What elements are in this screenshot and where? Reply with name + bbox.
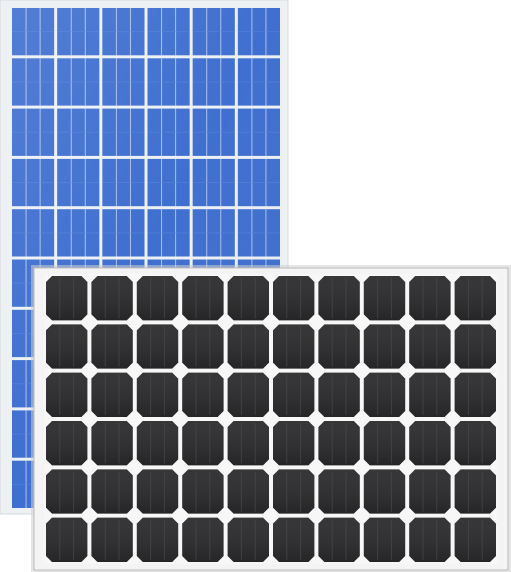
cell-sheen	[454, 324, 496, 369]
cell-sheen	[318, 421, 360, 466]
cell-sheen	[182, 372, 224, 417]
cell-sheen	[91, 324, 133, 369]
cell-sheen	[46, 372, 88, 417]
cell-sheen	[46, 469, 88, 514]
cell-sheen	[136, 517, 179, 562]
cell-sheen	[182, 517, 224, 562]
cell-sheen	[454, 276, 496, 321]
cell-sheen	[454, 469, 496, 514]
cell-sheen	[46, 421, 88, 466]
cell-sheen	[409, 517, 451, 562]
cell-sheen	[91, 372, 133, 417]
cell-sheen	[273, 469, 315, 514]
cell-grid	[46, 276, 496, 562]
cell-sheen	[182, 421, 224, 466]
cell-sheen	[136, 469, 179, 514]
cell-sheen	[273, 324, 315, 369]
cell-sheen	[46, 517, 88, 562]
panel-backsheet	[44, 274, 498, 564]
cell-sheen	[318, 276, 360, 321]
cell-sheen	[363, 421, 406, 466]
cell-sheen	[363, 469, 406, 514]
cell-sheen	[273, 372, 315, 417]
cell-sheen	[46, 276, 88, 321]
cell-sheen	[227, 276, 269, 321]
cell-sheen	[318, 372, 360, 417]
cell-sheen	[227, 517, 269, 562]
cell-sheen	[363, 276, 406, 321]
cell-sheen	[182, 324, 224, 369]
cell-sheen	[454, 372, 496, 417]
cell-sheen	[273, 276, 315, 321]
cell-sheen	[454, 421, 496, 466]
cell-sheen	[136, 276, 179, 321]
monocrystalline-panel	[31, 265, 511, 572]
cell-sheen	[409, 324, 451, 369]
cell-sheen	[409, 372, 451, 417]
cell-sheen	[363, 372, 406, 417]
cell-sheen	[363, 517, 406, 562]
cell-sheen	[46, 324, 88, 369]
cell-sheen	[318, 517, 360, 562]
cell-sheen	[273, 421, 315, 466]
cell-sheen	[318, 469, 360, 514]
cell-sheen	[318, 324, 360, 369]
cell-sheen	[363, 324, 406, 369]
cell-sheen	[409, 421, 451, 466]
cell-sheen	[227, 372, 269, 417]
cell-sheen	[273, 517, 315, 562]
cell-sheen	[136, 372, 179, 417]
cell-sheen	[91, 421, 133, 466]
cell-sheen	[91, 517, 133, 562]
cell-sheen	[136, 421, 179, 466]
cell-sheen	[136, 324, 179, 369]
cell-sheen	[91, 469, 133, 514]
cell-sheen	[409, 276, 451, 321]
cell-sheen	[227, 324, 269, 369]
cell-sheen	[409, 469, 451, 514]
cell-sheen	[182, 469, 224, 514]
cell-sheen	[227, 469, 269, 514]
cell-sheen	[454, 517, 496, 562]
cell-sheen	[227, 421, 269, 466]
cell-sheen	[182, 276, 224, 321]
cell-sheen	[91, 276, 133, 321]
